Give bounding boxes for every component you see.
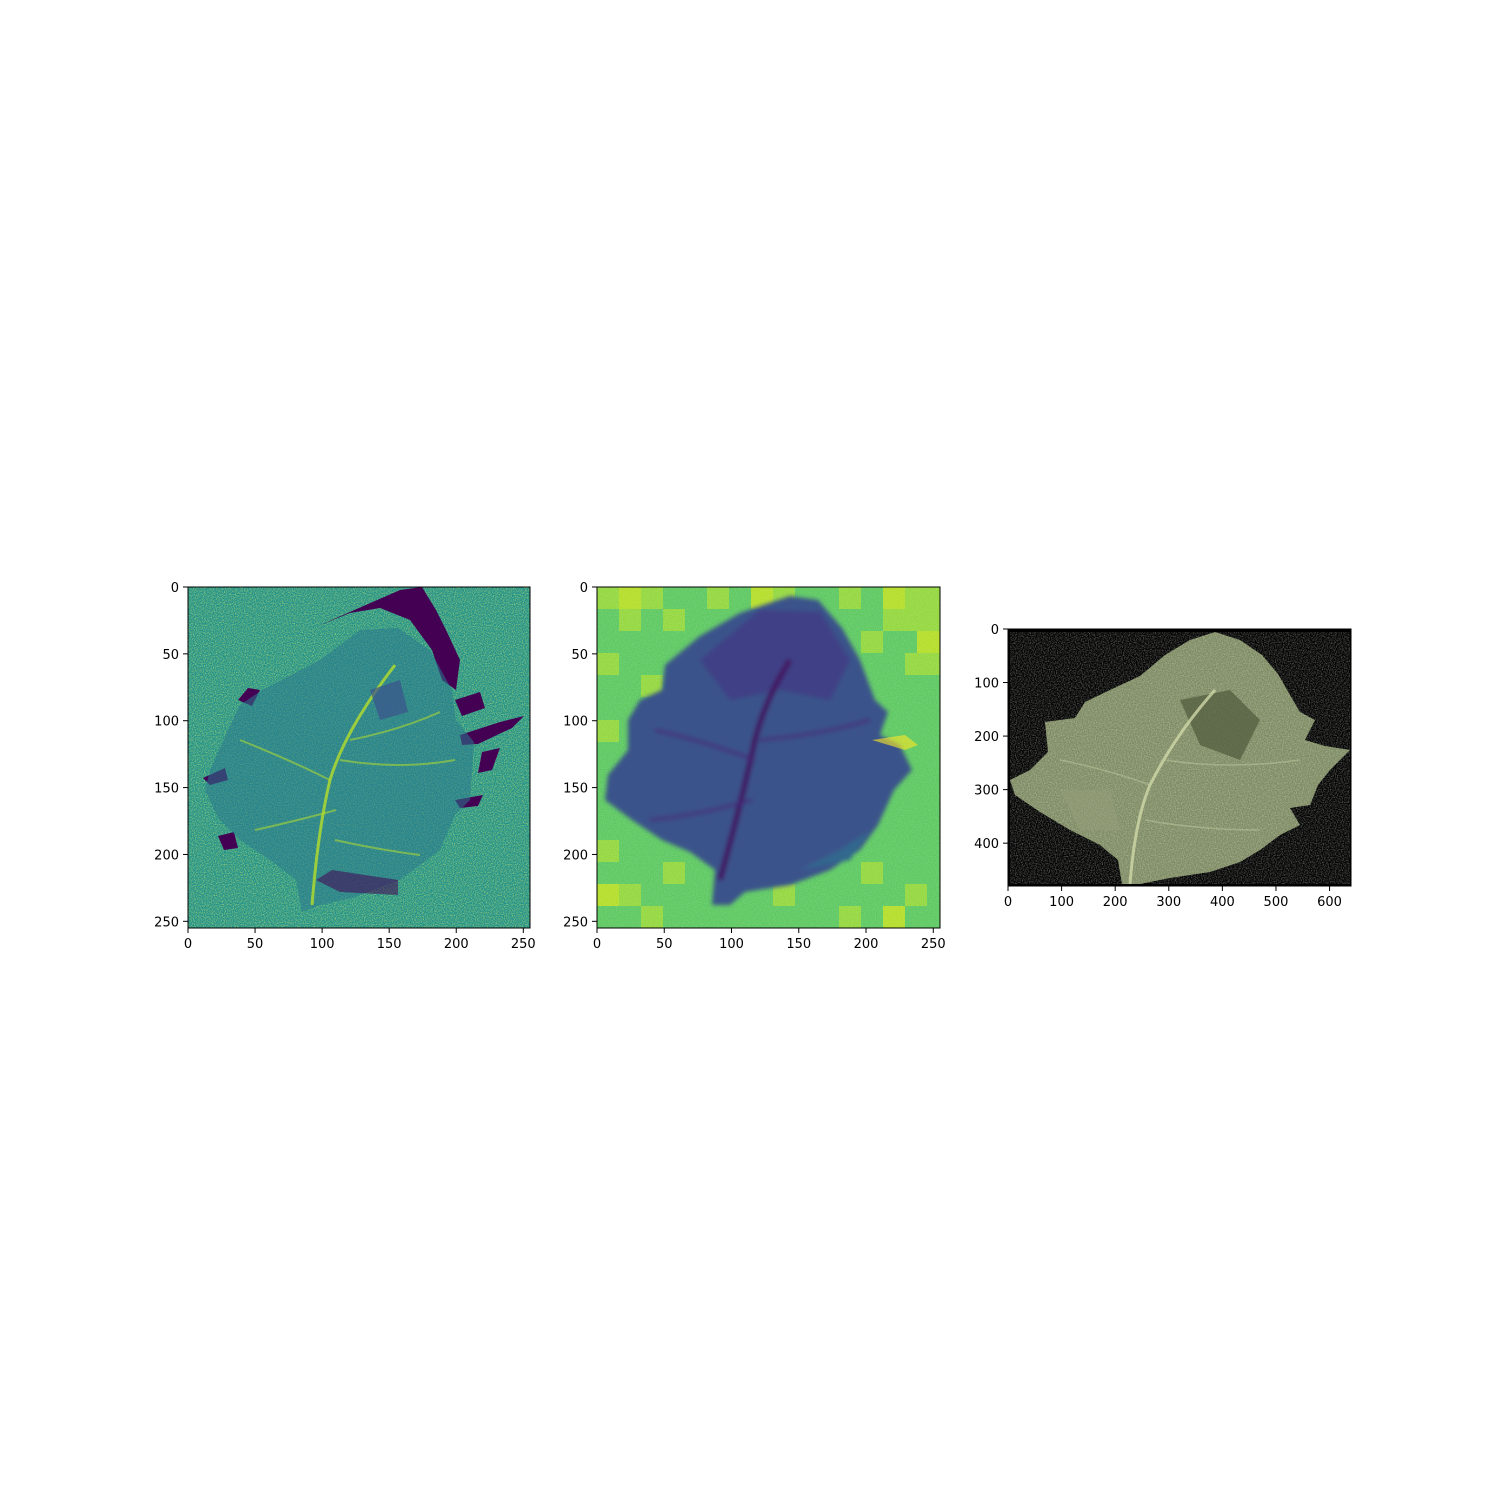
subplot-3: 0 100 200 300 400 500 600 0 100 200 300 400 — [974, 623, 1352, 910]
y-tick-label: 400 — [974, 837, 999, 852]
y-tick-label: 100 — [974, 677, 999, 692]
x-tick-label: 100 — [1049, 895, 1074, 910]
x-tick-label: 200 — [1103, 895, 1128, 910]
x-tick-label: 150 — [786, 937, 811, 952]
y-tick-label: 200 — [974, 730, 999, 745]
x-tick-label: 200 — [854, 937, 879, 952]
y-tick-label: 200 — [154, 848, 179, 863]
x-tick-label: 250 — [511, 937, 536, 952]
axes-frame-2 — [596, 586, 941, 929]
subplot-1: 0 50 100 150 200 250 0 50 100 150 200 250 — [154, 581, 536, 952]
y-tick-label: 0 — [171, 581, 179, 596]
y-tick-label: 50 — [162, 648, 179, 663]
x-tick-label: 0 — [1004, 895, 1012, 910]
y-tick-label: 250 — [154, 915, 179, 930]
x-tick-label: 100 — [310, 937, 335, 952]
xticks-2: 0 50 100 150 200 250 — [593, 928, 946, 952]
y-tick-label: 0 — [580, 581, 588, 596]
axes-frame-3 — [1007, 628, 1352, 887]
image-2 — [597, 587, 940, 928]
axes-frame-1 — [187, 586, 531, 929]
y-tick-label: 0 — [991, 623, 999, 638]
x-tick-label: 500 — [1264, 895, 1289, 910]
y-tick-label: 100 — [563, 715, 588, 730]
x-tick-label: 0 — [184, 937, 192, 952]
xticks-1: 0 50 100 150 200 250 — [184, 928, 536, 952]
y-tick-label: 100 — [154, 715, 179, 730]
yticks-1: 0 50 100 150 200 250 — [154, 581, 188, 930]
x-tick-label: 50 — [247, 937, 264, 952]
image-3 — [1008, 629, 1351, 886]
y-tick-label: 250 — [563, 915, 588, 930]
x-tick-label: 100 — [719, 937, 744, 952]
x-tick-label: 0 — [593, 937, 601, 952]
image-1 — [188, 587, 530, 928]
subplot-2: 0 50 100 150 200 250 0 50 100 150 200 250 — [563, 581, 946, 952]
x-tick-label: 250 — [921, 937, 946, 952]
y-tick-label: 150 — [154, 782, 179, 797]
y-tick-label: 150 — [563, 782, 588, 797]
y-tick-label: 300 — [974, 784, 999, 799]
x-tick-label: 300 — [1156, 895, 1181, 910]
x-tick-label: 50 — [656, 937, 673, 952]
x-tick-label: 200 — [444, 937, 469, 952]
x-tick-label: 150 — [377, 937, 402, 952]
x-tick-label: 600 — [1317, 895, 1342, 910]
x-tick-label: 400 — [1210, 895, 1235, 910]
yticks-3: 0 100 200 300 400 — [974, 623, 1008, 852]
y-tick-label: 50 — [571, 648, 588, 663]
xticks-3: 0 100 200 300 400 500 600 — [1004, 886, 1342, 910]
yticks-2: 0 50 100 150 200 250 — [563, 581, 597, 930]
y-tick-label: 200 — [563, 848, 588, 863]
